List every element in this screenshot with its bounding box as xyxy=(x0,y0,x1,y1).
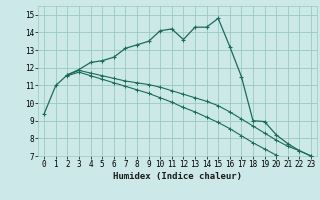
X-axis label: Humidex (Indice chaleur): Humidex (Indice chaleur) xyxy=(113,172,242,181)
